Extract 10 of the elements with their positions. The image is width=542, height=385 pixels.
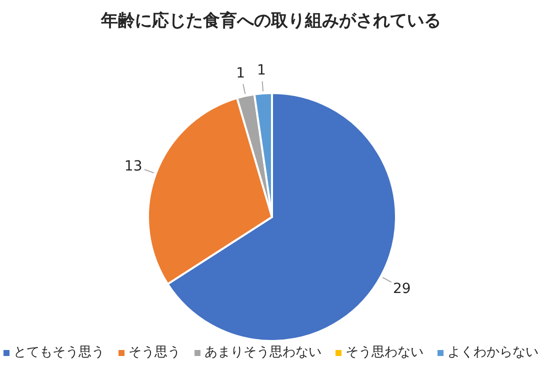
data-label: 1 xyxy=(256,62,266,78)
data-label: 29 xyxy=(392,280,411,297)
data-label: 13 xyxy=(124,158,142,174)
legend-label: よくわからない xyxy=(448,345,538,360)
legend-label: そう思う xyxy=(128,345,180,360)
chart-title: 年齢に応じた食育への取り組みがされている xyxy=(100,10,441,31)
data-label: 1 xyxy=(236,65,245,82)
legend-label: あまりそう思わない xyxy=(204,345,322,360)
legend-label: そう思わない xyxy=(346,345,424,360)
legend-label: とてもそう思う xyxy=(14,345,104,360)
